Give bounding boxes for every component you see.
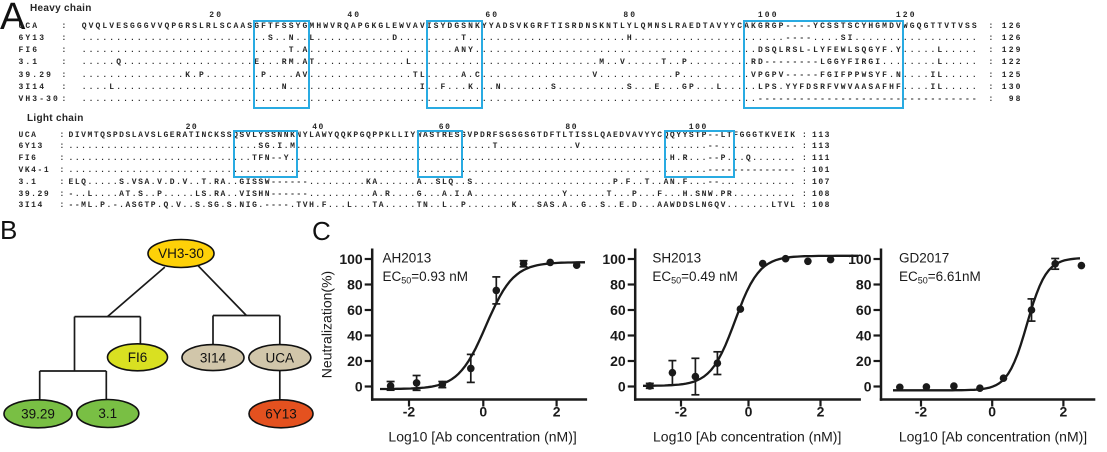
svg-text:40: 40 — [856, 327, 872, 343]
svg-text:0: 0 — [355, 378, 363, 394]
svg-text:Log10 [Ab concentration (nM)]: Log10 [Ab concentration (nM)] — [899, 429, 1087, 445]
svg-text:60: 60 — [610, 302, 626, 318]
svg-text:AH2013: AH2013 — [383, 251, 432, 266]
svg-text:Log10 [Ab concentration (nM)]: Log10 [Ab concentration (nM)] — [653, 429, 841, 445]
svg-text:2: 2 — [1060, 404, 1068, 420]
svg-text:EC50=6.61nM: EC50=6.61nM — [899, 269, 981, 286]
svg-text:80: 80 — [347, 276, 363, 292]
svg-text:20: 20 — [856, 353, 872, 369]
svg-text:100: 100 — [848, 251, 872, 267]
svg-text:SH2013: SH2013 — [652, 251, 701, 266]
svg-text:0: 0 — [745, 404, 753, 420]
svg-text:2: 2 — [553, 404, 561, 420]
svg-text:0: 0 — [618, 378, 626, 394]
svg-text:FI6: FI6 — [128, 350, 148, 365]
svg-text:60: 60 — [856, 302, 872, 318]
svg-text:GD2017: GD2017 — [899, 251, 949, 266]
svg-text:EC50=0.93 nM: EC50=0.93 nM — [383, 269, 468, 286]
svg-text:80: 80 — [856, 276, 872, 292]
svg-text:-2: -2 — [915, 404, 928, 420]
svg-text:-2: -2 — [675, 404, 688, 420]
svg-text:20: 20 — [347, 353, 363, 369]
svg-text:0: 0 — [988, 404, 996, 420]
svg-text:60: 60 — [347, 302, 363, 318]
svg-text:39.29: 39.29 — [21, 407, 55, 422]
svg-text:Neutralization(%): Neutralization(%) — [319, 271, 335, 378]
svg-text:3I14: 3I14 — [200, 350, 227, 365]
svg-text:40: 40 — [347, 327, 363, 343]
svg-text:0: 0 — [864, 378, 872, 394]
svg-text:100: 100 — [339, 251, 363, 267]
svg-text:2: 2 — [817, 404, 825, 420]
svg-text:VH3-30: VH3-30 — [158, 246, 204, 261]
svg-text:UCA: UCA — [266, 350, 295, 365]
svg-text:0: 0 — [479, 404, 487, 420]
svg-text:20: 20 — [610, 353, 626, 369]
svg-text:EC50=0.49 nM: EC50=0.49 nM — [652, 269, 737, 286]
svg-text:3.1: 3.1 — [98, 406, 117, 421]
svg-text:Log10 [Ab concentration (nM)]: Log10 [Ab concentration (nM)] — [388, 429, 576, 445]
svg-text:-2: -2 — [403, 404, 416, 420]
svg-text:40: 40 — [610, 327, 626, 343]
svg-text:100: 100 — [602, 251, 626, 267]
svg-text:6Y13: 6Y13 — [265, 407, 297, 422]
svg-text:80: 80 — [610, 276, 626, 292]
